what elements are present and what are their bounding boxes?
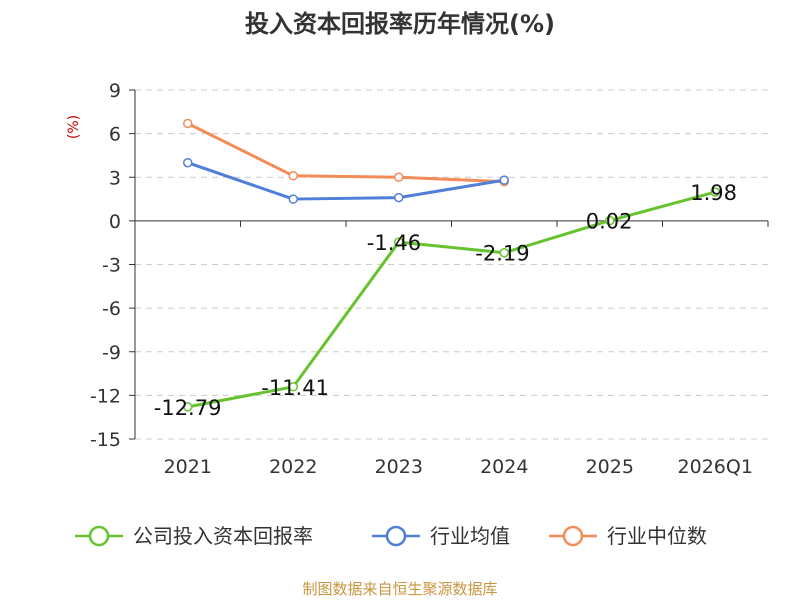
legend-swatch-marker (385, 525, 407, 547)
data-point (183, 402, 193, 412)
legend-label: 行业均值 (430, 524, 510, 548)
data-labels: -12.79 -11.41 -1.46 -2.19 0.02 1.98 (154, 181, 737, 420)
x-tick-label: 2021 (164, 456, 212, 478)
y-tick-label: 0 (109, 211, 121, 233)
y-tick-label: -3 (102, 255, 121, 277)
series-line (187, 161, 505, 201)
source-note: 制图数据来自恒生聚源数据库 (302, 580, 497, 598)
legend-swatch-marker (562, 525, 584, 547)
data-point (394, 172, 404, 182)
data-label: -11.41 (261, 376, 329, 400)
series-lines (183, 118, 720, 412)
y-axis-unit: (%) (66, 115, 82, 139)
y-tick-label: 3 (109, 167, 121, 189)
legend-item[interactable]: 行业均值 (372, 524, 510, 548)
data-label: -2.19 (475, 242, 529, 266)
x-tick-label: 2024 (480, 456, 528, 478)
data-point (288, 382, 298, 392)
data-point (394, 192, 404, 203)
grid-lines (135, 89, 768, 440)
chart-title: 投入资本回报率历年情况(%) (245, 10, 555, 38)
data-point (394, 237, 404, 247)
series-line (187, 122, 505, 184)
y-tick-label: 9 (109, 80, 121, 102)
y-tick-label: -9 (102, 342, 121, 364)
legend: 公司投入资本回报率 行业均值 行业中位数 (75, 524, 707, 548)
legend-label: 行业中位数 (607, 524, 707, 548)
data-point (499, 175, 509, 185)
y-tick-label: 6 (109, 124, 121, 146)
legend-item[interactable]: 行业中位数 (549, 524, 707, 548)
x-tick-label: 2026Q1 (678, 456, 753, 478)
axes: 9 6 3 0 -3 -6 -9 -12 -15 2021 2022 2023 2024 2025 2026… (90, 80, 769, 478)
legend-label: 公司投入资本回报率 (133, 524, 313, 548)
series-line (187, 190, 716, 409)
data-label: 1.98 (690, 181, 737, 205)
data-label: -12.79 (154, 396, 222, 420)
y-tick-label: -12 (90, 385, 121, 407)
data-point (288, 171, 298, 181)
x-tick-label: 2025 (586, 456, 634, 478)
data-point (499, 247, 509, 258)
data-point (183, 157, 193, 168)
data-point (288, 194, 298, 204)
data-label: 0.02 (586, 210, 633, 234)
y-tick-label: -15 (90, 429, 121, 451)
legend-item[interactable]: 公司投入资本回报率 (75, 524, 313, 548)
data-point (183, 118, 193, 129)
y-tick-label: -6 (102, 298, 121, 320)
data-point (710, 187, 720, 197)
x-tick-label: 2023 (375, 456, 423, 478)
data-label: -1.46 (367, 231, 421, 255)
x-tick-label: 2022 (269, 456, 317, 478)
data-point (605, 215, 615, 226)
legend-swatch-marker (88, 525, 110, 547)
